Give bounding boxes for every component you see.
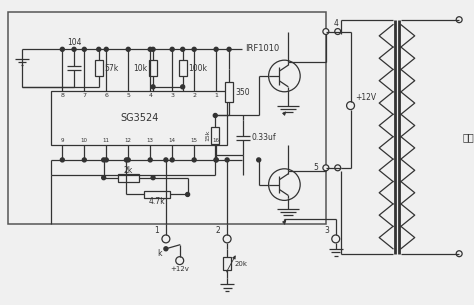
Circle shape bbox=[227, 47, 231, 51]
Text: 100k: 100k bbox=[189, 63, 208, 73]
Circle shape bbox=[124, 158, 128, 162]
Circle shape bbox=[60, 47, 64, 51]
Text: 4: 4 bbox=[333, 19, 338, 28]
Circle shape bbox=[126, 158, 130, 162]
Circle shape bbox=[192, 158, 196, 162]
Text: 11: 11 bbox=[103, 138, 110, 143]
Circle shape bbox=[104, 158, 108, 162]
Text: 6: 6 bbox=[104, 93, 108, 98]
Circle shape bbox=[151, 85, 155, 89]
Text: 10k: 10k bbox=[133, 63, 147, 73]
Circle shape bbox=[181, 47, 185, 51]
Circle shape bbox=[148, 158, 152, 162]
Circle shape bbox=[186, 192, 190, 196]
Text: 9: 9 bbox=[61, 138, 64, 143]
Bar bbox=[8, 12, 326, 224]
Text: 13: 13 bbox=[147, 138, 154, 143]
Circle shape bbox=[214, 158, 218, 162]
Circle shape bbox=[214, 158, 218, 162]
Bar bbox=[211, 127, 219, 144]
Text: 2k: 2k bbox=[124, 166, 133, 175]
Circle shape bbox=[170, 158, 174, 162]
Circle shape bbox=[214, 47, 218, 51]
Text: 15: 15 bbox=[191, 138, 198, 143]
Text: 5: 5 bbox=[126, 93, 130, 98]
Text: +12v: +12v bbox=[170, 266, 189, 271]
Circle shape bbox=[176, 257, 183, 264]
Text: 12: 12 bbox=[125, 138, 132, 143]
Text: 104: 104 bbox=[67, 38, 82, 47]
Circle shape bbox=[151, 176, 155, 180]
Circle shape bbox=[148, 47, 152, 51]
Circle shape bbox=[269, 169, 300, 200]
Text: 2: 2 bbox=[216, 225, 220, 235]
Text: 15k: 15k bbox=[205, 129, 210, 141]
Text: 4.7k: 4.7k bbox=[149, 197, 165, 206]
Circle shape bbox=[82, 158, 86, 162]
Bar bbox=[225, 82, 233, 102]
Text: SG3524: SG3524 bbox=[120, 113, 158, 123]
Circle shape bbox=[335, 165, 341, 171]
Circle shape bbox=[151, 47, 155, 51]
Bar bbox=[51, 91, 227, 145]
Bar bbox=[223, 257, 231, 270]
Circle shape bbox=[335, 29, 341, 34]
Text: 3: 3 bbox=[324, 225, 329, 235]
Circle shape bbox=[72, 47, 76, 51]
Circle shape bbox=[323, 29, 329, 34]
Text: 20k: 20k bbox=[234, 260, 247, 267]
Text: 3: 3 bbox=[170, 93, 174, 98]
Text: 2: 2 bbox=[192, 93, 196, 98]
Bar bbox=[118, 174, 139, 182]
Circle shape bbox=[60, 158, 64, 162]
Circle shape bbox=[192, 47, 196, 51]
Circle shape bbox=[162, 235, 170, 243]
Text: 350: 350 bbox=[235, 88, 250, 97]
Circle shape bbox=[257, 158, 261, 162]
Circle shape bbox=[82, 47, 86, 51]
Circle shape bbox=[170, 47, 174, 51]
Circle shape bbox=[164, 247, 168, 251]
Circle shape bbox=[225, 158, 229, 162]
Text: 16: 16 bbox=[213, 138, 219, 143]
Circle shape bbox=[323, 165, 329, 171]
Text: 输出: 输出 bbox=[462, 132, 474, 142]
Circle shape bbox=[456, 17, 462, 23]
Circle shape bbox=[213, 113, 217, 117]
Text: k: k bbox=[157, 249, 162, 258]
Circle shape bbox=[126, 47, 130, 51]
Text: IRF1010: IRF1010 bbox=[245, 44, 279, 53]
Circle shape bbox=[97, 47, 100, 51]
Text: 10: 10 bbox=[81, 138, 88, 143]
Text: 8: 8 bbox=[60, 93, 64, 98]
Circle shape bbox=[269, 60, 300, 92]
Text: 0.33uf: 0.33uf bbox=[252, 133, 276, 142]
Circle shape bbox=[456, 251, 462, 257]
Circle shape bbox=[164, 158, 168, 162]
Circle shape bbox=[223, 235, 231, 243]
Text: 14: 14 bbox=[169, 138, 176, 143]
Bar bbox=[144, 191, 171, 199]
Circle shape bbox=[332, 235, 340, 243]
Text: 5: 5 bbox=[313, 163, 318, 172]
Bar bbox=[149, 60, 157, 76]
Text: 4: 4 bbox=[148, 93, 152, 98]
Circle shape bbox=[102, 176, 106, 180]
Text: 1: 1 bbox=[214, 93, 218, 98]
Text: 7: 7 bbox=[82, 93, 86, 98]
Bar bbox=[95, 60, 103, 76]
Circle shape bbox=[104, 47, 108, 51]
Circle shape bbox=[181, 85, 185, 89]
Circle shape bbox=[102, 158, 106, 162]
Circle shape bbox=[346, 102, 355, 109]
Text: 1: 1 bbox=[154, 225, 159, 235]
Text: +12V: +12V bbox=[356, 93, 377, 102]
Bar bbox=[179, 60, 187, 76]
Text: 57k: 57k bbox=[105, 63, 119, 73]
